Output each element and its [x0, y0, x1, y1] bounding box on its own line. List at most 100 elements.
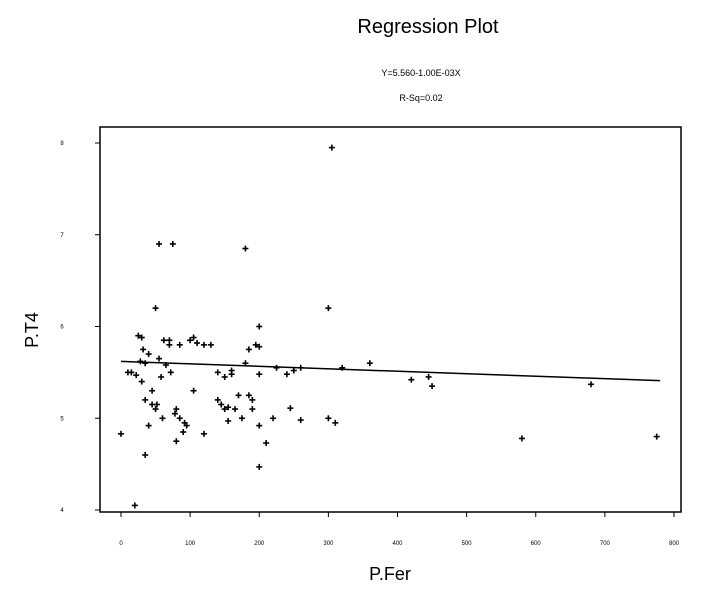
x-tick-label: 700 [600, 541, 611, 547]
x-tick-label: 0 [119, 541, 123, 547]
data-point [160, 337, 167, 344]
data-point [166, 337, 173, 344]
axes-layer: 0 100 200 300 400 500 600 700 800 4 5 6 7 8 [60, 141, 679, 547]
data-point [297, 417, 304, 424]
data-point [149, 387, 156, 394]
data-point [256, 343, 263, 350]
data-point [408, 376, 415, 383]
x-tick-label: 200 [254, 541, 265, 547]
data-point [228, 371, 235, 378]
y-tick-label: 5 [60, 416, 64, 422]
data-point [249, 396, 256, 403]
data-point [297, 364, 304, 371]
data-point [156, 240, 163, 247]
data-point [183, 422, 190, 429]
data-point [263, 440, 270, 447]
data-point [366, 360, 373, 367]
data-point [273, 364, 280, 371]
data-point [588, 381, 595, 388]
x-tick-label: 600 [531, 541, 542, 547]
data-point [332, 419, 339, 426]
data-point [221, 406, 228, 413]
data-point [169, 240, 176, 247]
data-point [218, 401, 225, 408]
data-point [187, 337, 194, 344]
data-point [235, 392, 242, 399]
data-point [135, 332, 142, 339]
data-point [339, 364, 346, 371]
data-point [245, 392, 252, 399]
y-axis-label: P.T4 [22, 312, 42, 348]
data-point [152, 406, 159, 413]
data-point [140, 346, 147, 353]
data-point [158, 373, 165, 380]
data-point [153, 401, 160, 408]
data-point [328, 144, 335, 151]
data-point [180, 429, 187, 436]
data-point [283, 371, 290, 378]
data-point [518, 435, 525, 442]
data-point [290, 367, 297, 374]
data-point [242, 360, 249, 367]
chart-title: Regression Plot [357, 16, 499, 38]
data-point [207, 341, 214, 348]
data-point [118, 430, 124, 437]
data-point [245, 346, 252, 353]
data-point [142, 451, 149, 458]
data-point [137, 358, 144, 365]
data-point [176, 415, 183, 422]
data-point [145, 351, 152, 358]
data-point [173, 406, 180, 413]
data-point [256, 422, 263, 429]
y-tick-label: 7 [60, 233, 64, 239]
x-axis-label: P.Fer [369, 564, 411, 584]
data-point [138, 334, 145, 341]
regression-equation: Y=5.560-1.00E-03X [381, 68, 460, 78]
data-point [425, 373, 432, 380]
data-layer [118, 144, 661, 509]
data-point [200, 430, 207, 437]
data-point [142, 396, 149, 403]
data-point [270, 415, 277, 422]
data-point [214, 369, 221, 376]
data-point [325, 305, 332, 312]
plot-frame [99, 126, 682, 513]
data-point [225, 418, 232, 425]
x-tick-label: 100 [185, 541, 196, 547]
x-tick-label: 400 [392, 541, 403, 547]
data-point [249, 406, 256, 413]
data-point [221, 373, 228, 380]
data-point [131, 502, 138, 509]
data-point [173, 438, 180, 445]
y-tick-label: 8 [60, 141, 64, 147]
data-point [429, 383, 436, 390]
data-point [200, 341, 207, 348]
r-squared-value: R-Sq=0.02 [399, 93, 442, 103]
data-point [159, 415, 166, 422]
x-tick-label: 500 [462, 541, 473, 547]
data-point [167, 369, 174, 376]
data-point [252, 341, 259, 348]
data-point [194, 340, 201, 347]
data-point [232, 406, 239, 413]
data-point [133, 372, 140, 379]
data-point [152, 305, 159, 312]
data-point [190, 334, 197, 341]
data-point [287, 405, 294, 412]
data-point [162, 362, 169, 369]
data-point [653, 433, 660, 440]
data-point [225, 404, 232, 411]
y-tick-label: 4 [60, 508, 64, 514]
data-point [145, 422, 152, 429]
data-point [325, 415, 332, 422]
data-point [156, 355, 163, 362]
data-point [138, 378, 145, 385]
data-point [256, 371, 263, 378]
data-point [142, 360, 149, 367]
data-point [214, 396, 221, 403]
data-point [128, 369, 135, 376]
data-point [171, 410, 178, 417]
x-tick-label: 300 [323, 541, 334, 547]
data-point [256, 463, 263, 470]
